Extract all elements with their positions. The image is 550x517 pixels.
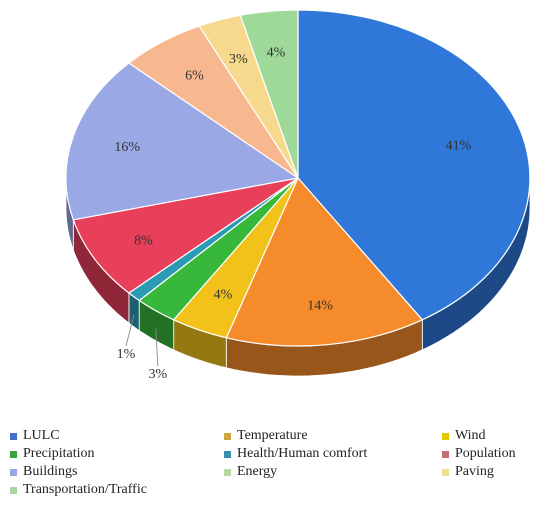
legend-swatch-paving xyxy=(442,468,449,476)
legend-item-transportation-traffic: Transportation/Traffic xyxy=(10,482,147,498)
legend-label-energy: Energy xyxy=(237,464,278,479)
legend-item-temperature: Temperature xyxy=(224,428,308,444)
slice-transportation-traffic xyxy=(239,9,299,179)
legend-swatch-temperature xyxy=(224,432,231,440)
legend-label-temperature: Temperature xyxy=(237,428,308,443)
legend-label-precipitation: Precipitation xyxy=(23,446,95,461)
legend-swatch-health-human-comfort xyxy=(224,450,231,458)
legend-label-population: Population xyxy=(455,446,516,461)
data-label-temperature: 14% xyxy=(307,299,333,314)
slice-population xyxy=(72,177,299,294)
legend-swatch-energy xyxy=(224,468,231,476)
legend-item-population: Population xyxy=(442,446,516,462)
slice-buildings xyxy=(65,62,300,221)
data-label-buildings: 16% xyxy=(114,140,140,155)
legend-swatch-transportation-traffic xyxy=(10,486,17,494)
data-label-energy: 6% xyxy=(185,69,204,84)
legend-swatch-wind xyxy=(442,432,449,440)
legend-label-health-human-comfort: Health/Human comfort xyxy=(237,446,368,461)
legend-item-paving: Paving xyxy=(442,464,494,480)
data-label-population: 8% xyxy=(134,234,153,249)
legend-item-energy: Energy xyxy=(224,464,277,480)
legend-item-lulc: LULC xyxy=(10,428,60,444)
legend-swatch-precipitation xyxy=(10,450,17,458)
pie-chart-plot: 41% 14% 4% 3% 1% 8% 16% 6% 3% 4% xyxy=(65,9,531,382)
legend-label-lulc: LULC xyxy=(23,428,60,443)
legend-item-precipitation: Precipitation xyxy=(10,446,95,462)
legend-label-wind: Wind xyxy=(455,428,486,443)
data-label-wind: 4% xyxy=(214,288,233,303)
legend-item-buildings: Buildings xyxy=(10,464,77,480)
leader-line-precipitation xyxy=(155,328,159,367)
legend-label-paving: Paving xyxy=(455,464,494,479)
data-label-health-human-comfort: 1% xyxy=(117,347,136,362)
data-label-lulc: 41% xyxy=(446,138,472,153)
legend-swatch-buildings xyxy=(10,468,17,476)
legend-label-buildings: Buildings xyxy=(23,464,78,479)
leader-line-health-human-comfort xyxy=(125,314,135,347)
legend-swatch-lulc xyxy=(10,432,17,440)
slice-lulc xyxy=(297,9,531,321)
data-label-paving: 3% xyxy=(229,52,248,67)
legend-item-health-human-comfort: Health/Human comfort xyxy=(224,446,367,462)
legend-label-transportation-traffic: Transportation/Traffic xyxy=(23,482,147,497)
data-label-precipitation: 3% xyxy=(148,367,167,382)
data-label-transportation-traffic: 4% xyxy=(267,45,286,60)
legend-swatch-population xyxy=(442,450,449,458)
slice-temperature xyxy=(225,176,424,347)
legend-item-wind: Wind xyxy=(442,428,486,444)
